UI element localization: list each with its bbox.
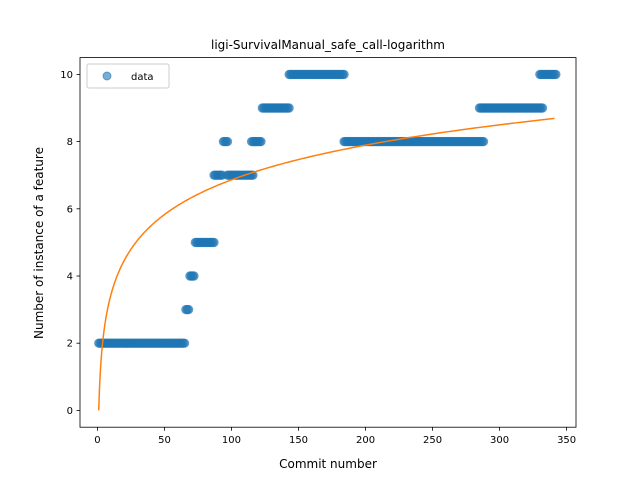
- data-point: [256, 136, 266, 147]
- y-tick-label: 2: [67, 339, 73, 350]
- legend-frame: [86, 63, 170, 89]
- y-tick-label: 0: [67, 406, 73, 417]
- legend-label-data: data: [131, 72, 154, 83]
- y-tick-label: 10: [60, 70, 73, 81]
- data-point: [478, 136, 489, 147]
- y-tick-label: 4: [67, 272, 73, 283]
- y-tick-label: 8: [67, 137, 73, 148]
- legend: data: [86, 63, 170, 89]
- data-point: [179, 338, 190, 348]
- x-tick-label: 350: [557, 435, 576, 446]
- data-point: [183, 304, 194, 315]
- data-point: [551, 69, 561, 80]
- data-point: [537, 103, 548, 113]
- plot-frame: [79, 57, 577, 428]
- data-point: [209, 237, 219, 248]
- data-point: [339, 69, 349, 80]
- data-point: [284, 103, 294, 113]
- x-tick-label: 250: [423, 435, 442, 446]
- legend-marker-data: [102, 71, 112, 81]
- axes: 0 50 100 150 200 250 300 350 0 2 4 6 8 10: [60, 57, 577, 446]
- x-tick-label: 100: [222, 435, 241, 446]
- y-axis-label: Number of instance of a feature: [32, 147, 46, 339]
- x-tick-label: 0: [94, 435, 100, 446]
- x-tick-label: 200: [356, 435, 375, 446]
- chart-title: ligi-SurvivalManual_safe_call-logarithm: [211, 38, 445, 52]
- fit-line: [98, 117, 555, 411]
- y-tick-label: 6: [67, 204, 73, 215]
- x-axis-label: Commit number: [279, 457, 377, 471]
- data-point: [189, 271, 199, 281]
- x-tick-label: 150: [289, 435, 308, 446]
- plot-marks: [94, 69, 561, 411]
- x-tick-label: 50: [158, 435, 171, 446]
- x-tick-label: 300: [490, 435, 509, 446]
- data-point: [222, 136, 233, 147]
